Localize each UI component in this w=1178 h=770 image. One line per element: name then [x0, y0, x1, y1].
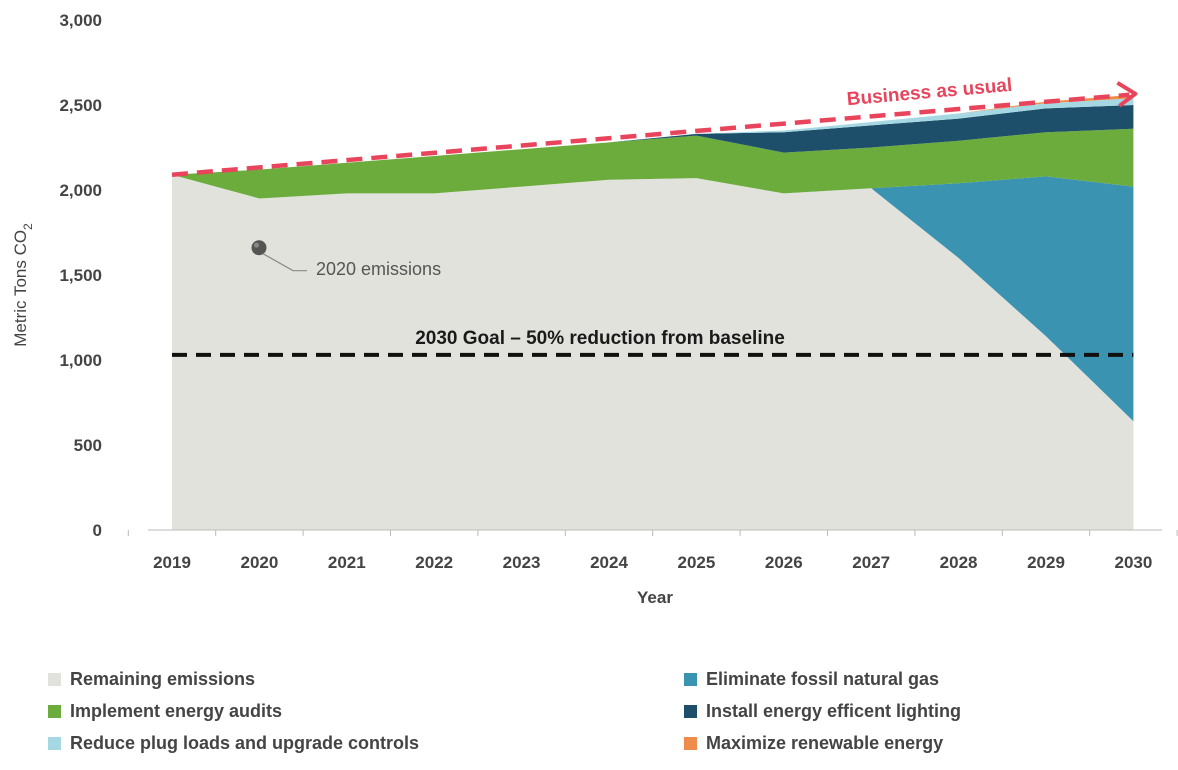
legend-item: Maximize renewable energy [684, 730, 943, 756]
y-tick-label: 1,000 [59, 351, 102, 370]
x-tick-label: 2028 [940, 553, 978, 572]
y-axis-title: Metric Tons CO2 [11, 223, 35, 347]
y-tick-label: 2,500 [59, 96, 102, 115]
y-tick-label: 500 [74, 436, 102, 455]
area-5 [172, 94, 1134, 175]
legend-swatch [48, 704, 61, 718]
x-tick-label: 2020 [240, 553, 278, 572]
legend-label: Install energy efficent lighting [706, 700, 962, 721]
x-axis: 2019 2020 2021 2022 2023 2024 2025 2026 2027 2028… [127, 529, 1178, 572]
legend-swatch [684, 736, 697, 750]
x-tick-label: 2029 [1027, 553, 1065, 572]
legend-label: Remaining emissions [70, 668, 256, 689]
area-2 [172, 128, 1134, 199]
annotation-marker [251, 240, 267, 256]
legend-item: Eliminate fossil natural gas [684, 666, 939, 692]
legend-label: Reduce plug loads and upgrade controls [70, 732, 420, 753]
business-as-usual-line [171, 92, 1130, 177]
legend-swatch [48, 672, 61, 686]
y-tick-label: 1,500 [59, 266, 102, 285]
legend-swatch [684, 704, 697, 718]
x-tick-label: 2027 [852, 553, 890, 572]
business-as-usual-label: Business as usual [846, 75, 1013, 110]
legend-swatch [48, 736, 61, 750]
legend-label: Implement energy audits [70, 700, 283, 721]
annotation-label: 2020 emissions [316, 259, 441, 279]
x-tick-label: 2024 [590, 553, 628, 572]
annotation-marker-highlight [254, 242, 259, 248]
x-tick-label: 2023 [503, 553, 541, 572]
x-tick-label: 2025 [677, 553, 715, 572]
legend-item: Install energy efficent lighting [684, 698, 961, 724]
legend-item: Remaining emissions [48, 666, 255, 692]
legend-swatch [684, 672, 697, 686]
legend-label: Maximize renewable energy [706, 732, 944, 753]
legend-item: Reduce plug loads and upgrade controls [48, 730, 419, 756]
legend-item: Implement energy audits [48, 698, 282, 724]
legend: Remaining emissions Eliminate fossil natu… [48, 666, 1158, 766]
x-axis-title: Year [637, 588, 673, 607]
y-tick-label: 0 [93, 521, 102, 540]
x-tick-label: 2019 [153, 553, 191, 572]
stacked-areas [172, 94, 1134, 530]
area-0 [172, 174, 1134, 530]
emissions-chart: 2019 2020 2021 2022 2023 2024 2025 2026 2027 2028… [11, 11, 1178, 607]
legend-label: Eliminate fossil natural gas [706, 668, 940, 689]
area-3 [172, 105, 1134, 175]
annotation-leader [262, 253, 307, 272]
x-tick-label: 2022 [415, 553, 453, 572]
area-1 [172, 174, 1134, 422]
y-axis: 0 500 1,000 1,500 2,000 2,500 3,000 [59, 11, 102, 540]
business-as-usual-arrow [1116, 81, 1138, 108]
goal-label: 2030 Goal – 50% reduction from baseline [415, 328, 785, 349]
x-tick-label: 2026 [765, 553, 803, 572]
area-4 [172, 98, 1134, 175]
y-tick-label: 3,000 [59, 11, 102, 30]
y-tick-label: 2,000 [59, 181, 102, 200]
x-tick-label: 2030 [1114, 553, 1152, 572]
x-tick-label: 2021 [328, 553, 366, 572]
